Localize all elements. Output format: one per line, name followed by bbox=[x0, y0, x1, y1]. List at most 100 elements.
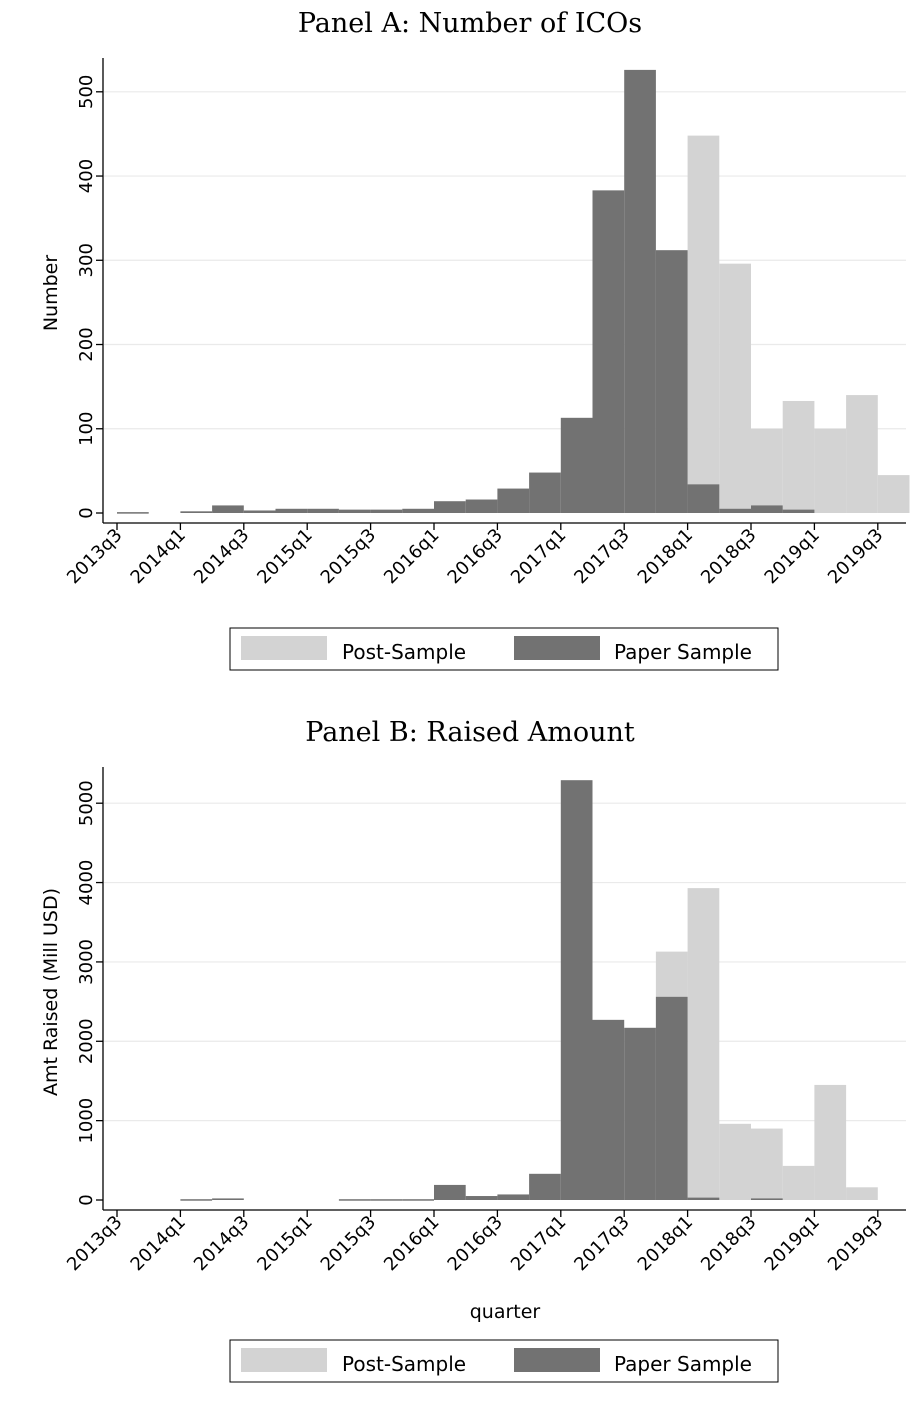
bar-post-sample-2018q2 bbox=[719, 263, 751, 513]
y-tick-label: 100 bbox=[76, 412, 97, 446]
x-tick-label: 2018q3 bbox=[697, 1212, 760, 1275]
bar-paper-sample-2014q4 bbox=[275, 508, 308, 513]
panel-b-x-ticks: 2013q3 2014q1 2014q3 2015q1 2015q3 2016q1 2016… bbox=[63, 1210, 887, 1275]
panel-b-paper-sample-bars bbox=[180, 780, 783, 1201]
bar-paper-sample-2014q1 bbox=[180, 511, 213, 513]
y-tick-label: 500 bbox=[76, 75, 97, 109]
panel-b-legend: Post-Sample Paper Sample bbox=[229, 1339, 779, 1383]
y-tick-label: 400 bbox=[76, 159, 97, 193]
bar-paper-sample-2017q4 bbox=[655, 996, 688, 1200]
panel-a-grid bbox=[104, 91, 906, 430]
bar-paper-sample-2015q4 bbox=[402, 1199, 434, 1201]
legend-swatch-post-sample bbox=[241, 636, 327, 660]
bar-paper-sample-2017q1 bbox=[560, 417, 593, 513]
bar-post-sample-2019q1 bbox=[814, 1084, 847, 1200]
x-tick-label: 2015q1 bbox=[253, 525, 316, 588]
bar-post-sample-2018q1 bbox=[687, 135, 720, 513]
bar-paper-sample-2016q1 bbox=[434, 501, 466, 513]
bar-paper-sample-2017q2 bbox=[592, 190, 625, 514]
bar-post-sample-2019q1 bbox=[814, 428, 847, 513]
x-tick-label: 2015q1 bbox=[253, 1212, 316, 1275]
legend-label-post-sample: Post-Sample bbox=[342, 1352, 466, 1376]
panel-b-grid bbox=[104, 802, 906, 1122]
bar-paper-sample-2018q3 bbox=[751, 1198, 783, 1200]
panel-a-y-axis-label: Number bbox=[40, 255, 62, 332]
bar-paper-sample-2017q3 bbox=[624, 1027, 656, 1200]
y-tick-label: 0 bbox=[76, 507, 97, 518]
bar-paper-sample-2016q2 bbox=[465, 1196, 498, 1200]
bar-paper-sample-2016q2 bbox=[465, 499, 498, 513]
bar-paper-sample-2014q2 bbox=[212, 505, 244, 513]
panel-a-y-ticks: 0 100 200 300 400 500 bbox=[76, 75, 103, 519]
y-tick-label: 4000 bbox=[76, 860, 97, 906]
bar-paper-sample-2018q2 bbox=[719, 508, 751, 513]
bar-post-sample-2018q2 bbox=[719, 1123, 751, 1200]
panel-b-title: Panel B: Raised Amount bbox=[305, 717, 635, 748]
bar-paper-sample-2016q1 bbox=[434, 1184, 466, 1200]
bar-paper-sample-2016q4 bbox=[529, 1173, 561, 1200]
bar-paper-sample-2015q3 bbox=[370, 509, 403, 513]
legend-swatch-paper-sample bbox=[514, 1348, 600, 1372]
panel-b-post-sample-bars bbox=[655, 888, 878, 1200]
x-tick-label: 2014q3 bbox=[190, 525, 253, 588]
bar-paper-sample-2014q3 bbox=[243, 510, 276, 513]
y-tick-label: 200 bbox=[76, 327, 97, 361]
bar-post-sample-2018q4 bbox=[782, 400, 815, 513]
x-tick-label: 2018q3 bbox=[697, 525, 760, 588]
x-tick-label: 2016q1 bbox=[380, 525, 443, 588]
legend-label-post-sample: Post-Sample bbox=[342, 640, 466, 664]
panel-a-paper-sample-bars bbox=[117, 69, 815, 514]
x-tick-label: 2017q3 bbox=[570, 1212, 633, 1275]
y-tick-label: 1000 bbox=[76, 1098, 97, 1144]
bar-post-sample-2018q1 bbox=[687, 888, 720, 1200]
bar-post-sample-2018q3 bbox=[751, 428, 783, 513]
x-tick-label: 2014q1 bbox=[127, 1212, 190, 1275]
bar-paper-sample-2017q1 bbox=[560, 780, 593, 1200]
y-tick-label: 2000 bbox=[76, 1018, 97, 1064]
panel-b: Panel B: Raised Amount 0 1000 2000 3000 4000… bbox=[40, 717, 906, 1383]
x-tick-label: 2014q1 bbox=[127, 525, 190, 588]
y-tick-label: 5000 bbox=[76, 780, 97, 826]
bar-paper-sample-2015q3 bbox=[370, 1199, 403, 1201]
x-tick-label: 2015q3 bbox=[317, 525, 380, 588]
bar-paper-sample-2014q2 bbox=[212, 1198, 244, 1200]
panel-b-y-axis-label: Amt Raised (Mill USD) bbox=[40, 888, 62, 1096]
bar-paper-sample-2018q3 bbox=[751, 505, 783, 513]
x-tick-label: 2019q3 bbox=[824, 1212, 887, 1275]
bar-post-sample-2018q4 bbox=[782, 1165, 815, 1200]
legend-label-paper-sample: Paper Sample bbox=[614, 640, 752, 664]
bar-post-sample-2019q2 bbox=[846, 1187, 878, 1200]
bar-paper-sample-2015q4 bbox=[402, 508, 434, 513]
panel-a-title: Panel A: Number of ICOs bbox=[298, 8, 642, 39]
legend-label-paper-sample: Paper Sample bbox=[614, 1352, 752, 1376]
panel-b-y-ticks: 0 1000 2000 3000 4000 5000 bbox=[76, 780, 103, 1206]
bar-post-sample-2019q2 bbox=[846, 395, 878, 513]
bar-paper-sample-2018q1 bbox=[687, 484, 720, 513]
x-tick-label: 2017q1 bbox=[507, 525, 570, 588]
panel-a-legend: Post-Sample Paper Sample bbox=[229, 627, 779, 671]
bar-paper-sample-2015q1 bbox=[307, 508, 339, 513]
y-tick-label: 300 bbox=[76, 243, 97, 277]
x-tick-label: 2015q3 bbox=[317, 1212, 380, 1275]
bar-paper-sample-2016q4 bbox=[529, 472, 561, 513]
bar-post-sample-2019q3 bbox=[877, 475, 910, 513]
x-tick-label: 2014q3 bbox=[190, 1212, 253, 1275]
bar-paper-sample-2013q3 bbox=[117, 512, 149, 514]
x-tick-label: 2016q3 bbox=[444, 525, 507, 588]
bar-paper-sample-2015q2 bbox=[338, 509, 371, 513]
bar-paper-sample-2015q2 bbox=[338, 1199, 371, 1201]
x-tick-label: 2013q3 bbox=[63, 525, 126, 588]
x-tick-label: 2018q1 bbox=[634, 1212, 697, 1275]
panel-a: Panel A: Number of ICOs 0 100 200 300 400 500… bbox=[40, 8, 910, 671]
panel-b-x-axis-label: quarter bbox=[470, 1301, 541, 1323]
bar-paper-sample-2016q3 bbox=[497, 488, 530, 513]
legend-swatch-post-sample bbox=[241, 1348, 327, 1372]
y-tick-label: 3000 bbox=[76, 939, 97, 985]
bar-paper-sample-2014q1 bbox=[180, 1199, 213, 1201]
bar-post-sample-2018q3 bbox=[751, 1128, 783, 1200]
bar-paper-sample-2016q3 bbox=[497, 1194, 530, 1200]
x-tick-label: 2016q1 bbox=[380, 1212, 443, 1275]
x-tick-label: 2017q1 bbox=[507, 1212, 570, 1275]
bar-paper-sample-2017q3 bbox=[624, 69, 656, 514]
